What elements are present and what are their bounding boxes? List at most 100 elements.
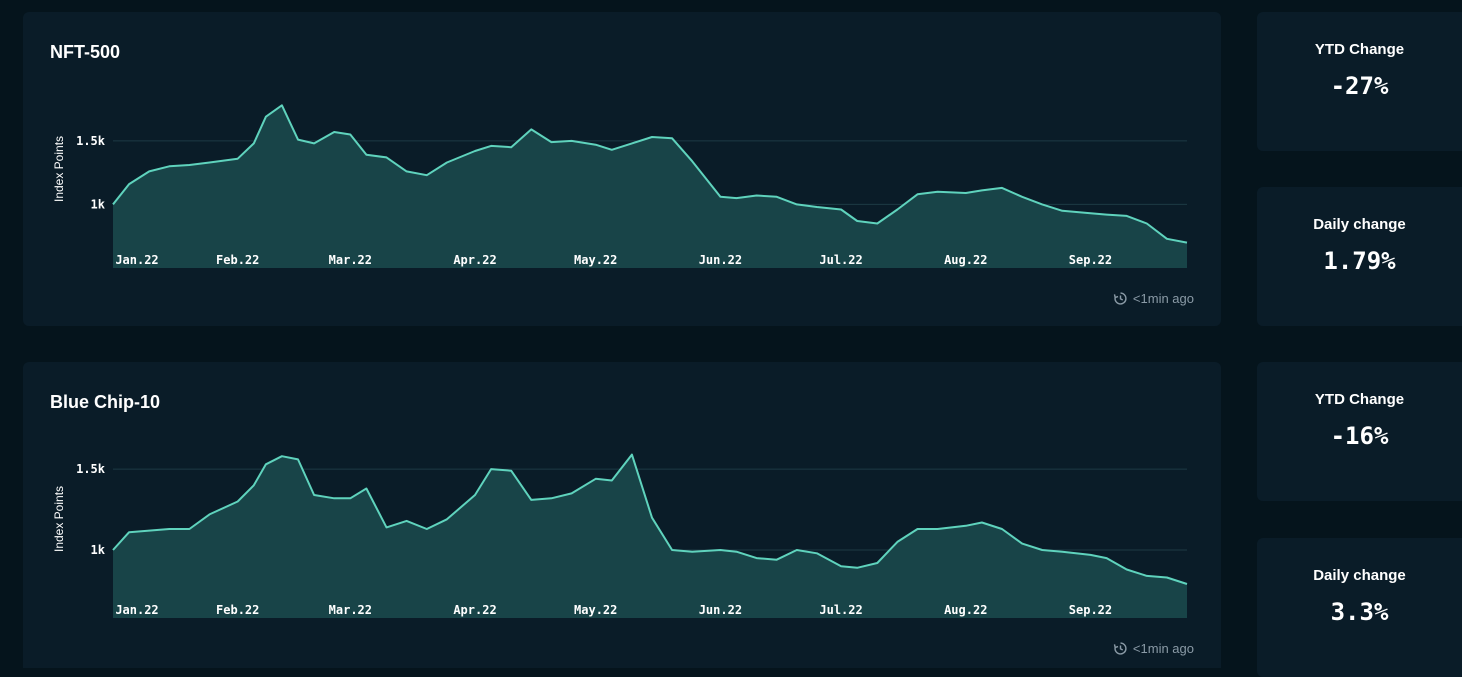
data-point[interactable]: [630, 141, 634, 145]
data-point[interactable]: [312, 141, 316, 145]
data-point[interactable]: [348, 133, 352, 137]
data-point[interactable]: [167, 164, 171, 168]
data-point[interactable]: [650, 516, 654, 520]
data-point[interactable]: [1040, 548, 1044, 552]
data-point[interactable]: [735, 550, 739, 554]
data-point[interactable]: [875, 561, 879, 565]
data-point[interactable]: [690, 550, 694, 554]
data-point[interactable]: [1165, 237, 1169, 241]
data-point[interactable]: [795, 202, 799, 206]
data-point[interactable]: [610, 148, 614, 152]
data-point[interactable]: [610, 479, 614, 483]
data-point[interactable]: [795, 548, 799, 552]
data-point[interactable]: [839, 208, 843, 212]
data-point[interactable]: [980, 188, 984, 192]
data-point[interactable]: [208, 512, 212, 516]
data-point[interactable]: [936, 527, 940, 531]
data-point[interactable]: [690, 159, 694, 163]
data-point[interactable]: [916, 192, 920, 196]
data-point[interactable]: [312, 493, 316, 497]
index-chart-nft-500[interactable]: 1k 1.5k Index Points Jan.22 Feb.22 Mar.22 Apr.…: [23, 12, 1221, 326]
data-point[interactable]: [332, 496, 336, 500]
data-point[interactable]: [895, 540, 899, 544]
data-point[interactable]: [1145, 222, 1149, 226]
data-point[interactable]: [718, 195, 722, 199]
data-point[interactable]: [1089, 553, 1093, 557]
data-point[interactable]: [1125, 568, 1129, 572]
data-point[interactable]: [425, 173, 429, 177]
data-point[interactable]: [1185, 582, 1189, 586]
data-point[interactable]: [385, 155, 389, 159]
data-point[interactable]: [509, 145, 513, 149]
data-point[interactable]: [775, 558, 779, 562]
data-point[interactable]: [839, 564, 843, 568]
data-point[interactable]: [1165, 576, 1169, 580]
data-point[interactable]: [1000, 186, 1004, 190]
series-line[interactable]: [112, 453, 1188, 585]
series-line[interactable]: [112, 104, 1188, 244]
data-point[interactable]: [1000, 527, 1004, 531]
data-point[interactable]: [916, 527, 920, 531]
data-point[interactable]: [936, 190, 940, 194]
data-point[interactable]: [348, 496, 352, 500]
data-point[interactable]: [127, 530, 131, 534]
data-point[interactable]: [509, 469, 513, 473]
data-point[interactable]: [385, 525, 389, 529]
data-point[interactable]: [755, 556, 759, 560]
data-point[interactable]: [815, 551, 819, 555]
data-point[interactable]: [473, 493, 477, 497]
data-point[interactable]: [147, 169, 151, 173]
data-point[interactable]: [405, 519, 409, 523]
data-point[interactable]: [1020, 542, 1024, 546]
data-point[interactable]: [529, 498, 533, 502]
data-point[interactable]: [980, 521, 984, 525]
data-point[interactable]: [1060, 209, 1064, 213]
data-point[interactable]: [570, 491, 574, 495]
data-point[interactable]: [815, 205, 819, 209]
data-point[interactable]: [1089, 211, 1093, 215]
data-point[interactable]: [111, 548, 115, 552]
data-point[interactable]: [670, 548, 674, 552]
data-point[interactable]: [718, 548, 722, 552]
data-point[interactable]: [1125, 214, 1129, 218]
data-point[interactable]: [1185, 241, 1189, 245]
data-point[interactable]: [964, 191, 968, 195]
data-point[interactable]: [1105, 556, 1109, 560]
data-point[interactable]: [187, 527, 191, 531]
data-point[interactable]: [670, 136, 674, 140]
data-point[interactable]: [855, 566, 859, 570]
data-point[interactable]: [332, 130, 336, 134]
data-point[interactable]: [264, 462, 268, 466]
data-point[interactable]: [570, 139, 574, 143]
data-point[interactable]: [167, 527, 171, 531]
data-point[interactable]: [594, 477, 598, 481]
data-point[interactable]: [755, 194, 759, 198]
data-point[interactable]: [236, 500, 240, 504]
data-point[interactable]: [147, 529, 151, 533]
data-point[interactable]: [252, 483, 256, 487]
data-point[interactable]: [1105, 213, 1109, 217]
data-point[interactable]: [529, 127, 533, 131]
data-point[interactable]: [964, 524, 968, 528]
data-point[interactable]: [425, 527, 429, 531]
data-point[interactable]: [252, 141, 256, 145]
data-point[interactable]: [364, 487, 368, 491]
data-point[interactable]: [127, 182, 131, 186]
data-point[interactable]: [445, 161, 449, 165]
data-point[interactable]: [264, 115, 268, 119]
data-point[interactable]: [236, 157, 240, 161]
data-point[interactable]: [187, 163, 191, 167]
data-point[interactable]: [735, 196, 739, 200]
data-point[interactable]: [549, 496, 553, 500]
data-point[interactable]: [280, 103, 284, 107]
data-point[interactable]: [489, 144, 493, 148]
data-point[interactable]: [296, 457, 300, 461]
data-point[interactable]: [405, 169, 409, 173]
data-point[interactable]: [364, 153, 368, 157]
data-point[interactable]: [630, 453, 634, 457]
data-point[interactable]: [875, 222, 879, 226]
data-point[interactable]: [1145, 574, 1149, 578]
data-point[interactable]: [775, 195, 779, 199]
data-point[interactable]: [650, 135, 654, 139]
data-point[interactable]: [111, 202, 115, 206]
